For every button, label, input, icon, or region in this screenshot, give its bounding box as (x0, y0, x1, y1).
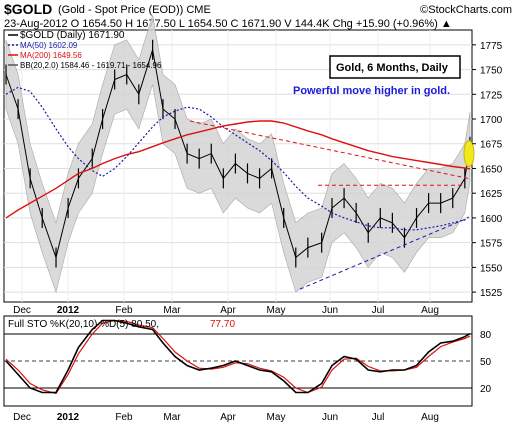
x-tick-label: Apr (220, 305, 236, 316)
main-y-tick-label: 1650 (480, 164, 503, 175)
main-y-tick-labels: 1525 1550 1575 1600 1625 1650 1675 1700 1725 1750… (472, 41, 503, 299)
x-tick-label: Jul (372, 305, 385, 316)
x-tick-label: Feb (115, 412, 133, 423)
annotation-box (329, 55, 461, 79)
main-y-tick-label: 1750 (480, 66, 503, 77)
legend-entry: BB(20,2.0) 1584.46 - 1619.71 - 1654.96 (20, 61, 162, 70)
legend-entry: MA(50) 1602.09 (20, 41, 78, 50)
sto-y-tick-label: 50 (480, 357, 492, 368)
symbol-title: $GOLD (4, 1, 53, 17)
bollinger-band-area (5, 15, 471, 294)
annotation-note: Powerful move higher in gold. (293, 85, 450, 97)
sto-legend-label: Full STO %K(20,10) %D(5) 80.50, (8, 319, 159, 330)
sto-y-tick-label: 20 (480, 384, 492, 395)
annotation-title: Gold, 6 Months, Daily (336, 62, 449, 74)
sto-y-tick-labels: 20 50 80 (480, 330, 492, 395)
resistance-trendline (189, 120, 469, 179)
x-tick-label: Jul (372, 412, 385, 423)
sto-legend-value: 77.70 (210, 319, 235, 330)
x-tick-label: Aug (421, 412, 439, 423)
x-tick-label: Mar (163, 305, 181, 316)
main-y-tick-label: 1625 (480, 189, 503, 200)
main-y-tick-label: 1600 (480, 214, 503, 225)
x-tick-label: Dec (13, 412, 31, 423)
price-line (5, 49, 471, 260)
x-tick-label: Apr (220, 412, 236, 423)
symbol-description: (Gold - Spot Price (EOD)) CME (58, 4, 211, 16)
main-y-tick-label: 1775 (480, 41, 503, 52)
bottom-x-tick-labels: Dec 2012 Feb Mar Apr May Jun Jul Aug (13, 412, 439, 423)
sto-y-tick-label: 80 (480, 330, 492, 341)
quote-line: 23-Aug-2012 O 1654.50 H 1677.50 L 1654.5… (4, 18, 452, 30)
mid-x-tick-labels: Dec 2012 Feb Mar Apr May Jun Jul Aug (13, 305, 439, 316)
ma50-line (5, 86, 471, 231)
ma200-line (5, 120, 471, 219)
x-tick-label: May (267, 412, 286, 423)
legend-entry: MA(200) 1649.56 (20, 51, 82, 60)
main-series-lines (5, 39, 475, 290)
x-tick-label: Aug (421, 305, 439, 316)
x-tick-label: Jun (322, 305, 338, 316)
x-tick-label: 2012 (57, 412, 80, 423)
sto-grid (4, 333, 472, 389)
x-tick-label: May (267, 305, 286, 316)
x-tick-label: Mar (163, 412, 181, 423)
x-tick-label: Jun (322, 412, 338, 423)
breakout-highlight (463, 140, 475, 168)
support-trendline (299, 217, 469, 290)
x-tick-label: Dec (13, 305, 31, 316)
sto-legend: Full STO %K(20,10) %D(5) 80.50, 77.70 (8, 319, 235, 330)
sto-k-line (5, 319, 471, 394)
bollinger-band (5, 15, 471, 294)
x-tick-label: Feb (115, 305, 133, 316)
brand-label: ©StockCharts.com (420, 4, 512, 16)
main-y-tick-label: 1675 (480, 140, 503, 151)
legend-entry: $GOLD (Daily) 1671.90 (20, 30, 125, 41)
main-y-tick-label: 1550 (480, 263, 503, 274)
main-y-tick-label: 1700 (480, 115, 503, 126)
main-y-tick-label: 1725 (480, 90, 503, 101)
main-y-tick-label: 1525 (480, 288, 503, 299)
main-y-tick-label: 1575 (480, 239, 503, 250)
x-tick-label: 2012 (57, 305, 80, 316)
sto-series-lines (5, 319, 471, 395)
